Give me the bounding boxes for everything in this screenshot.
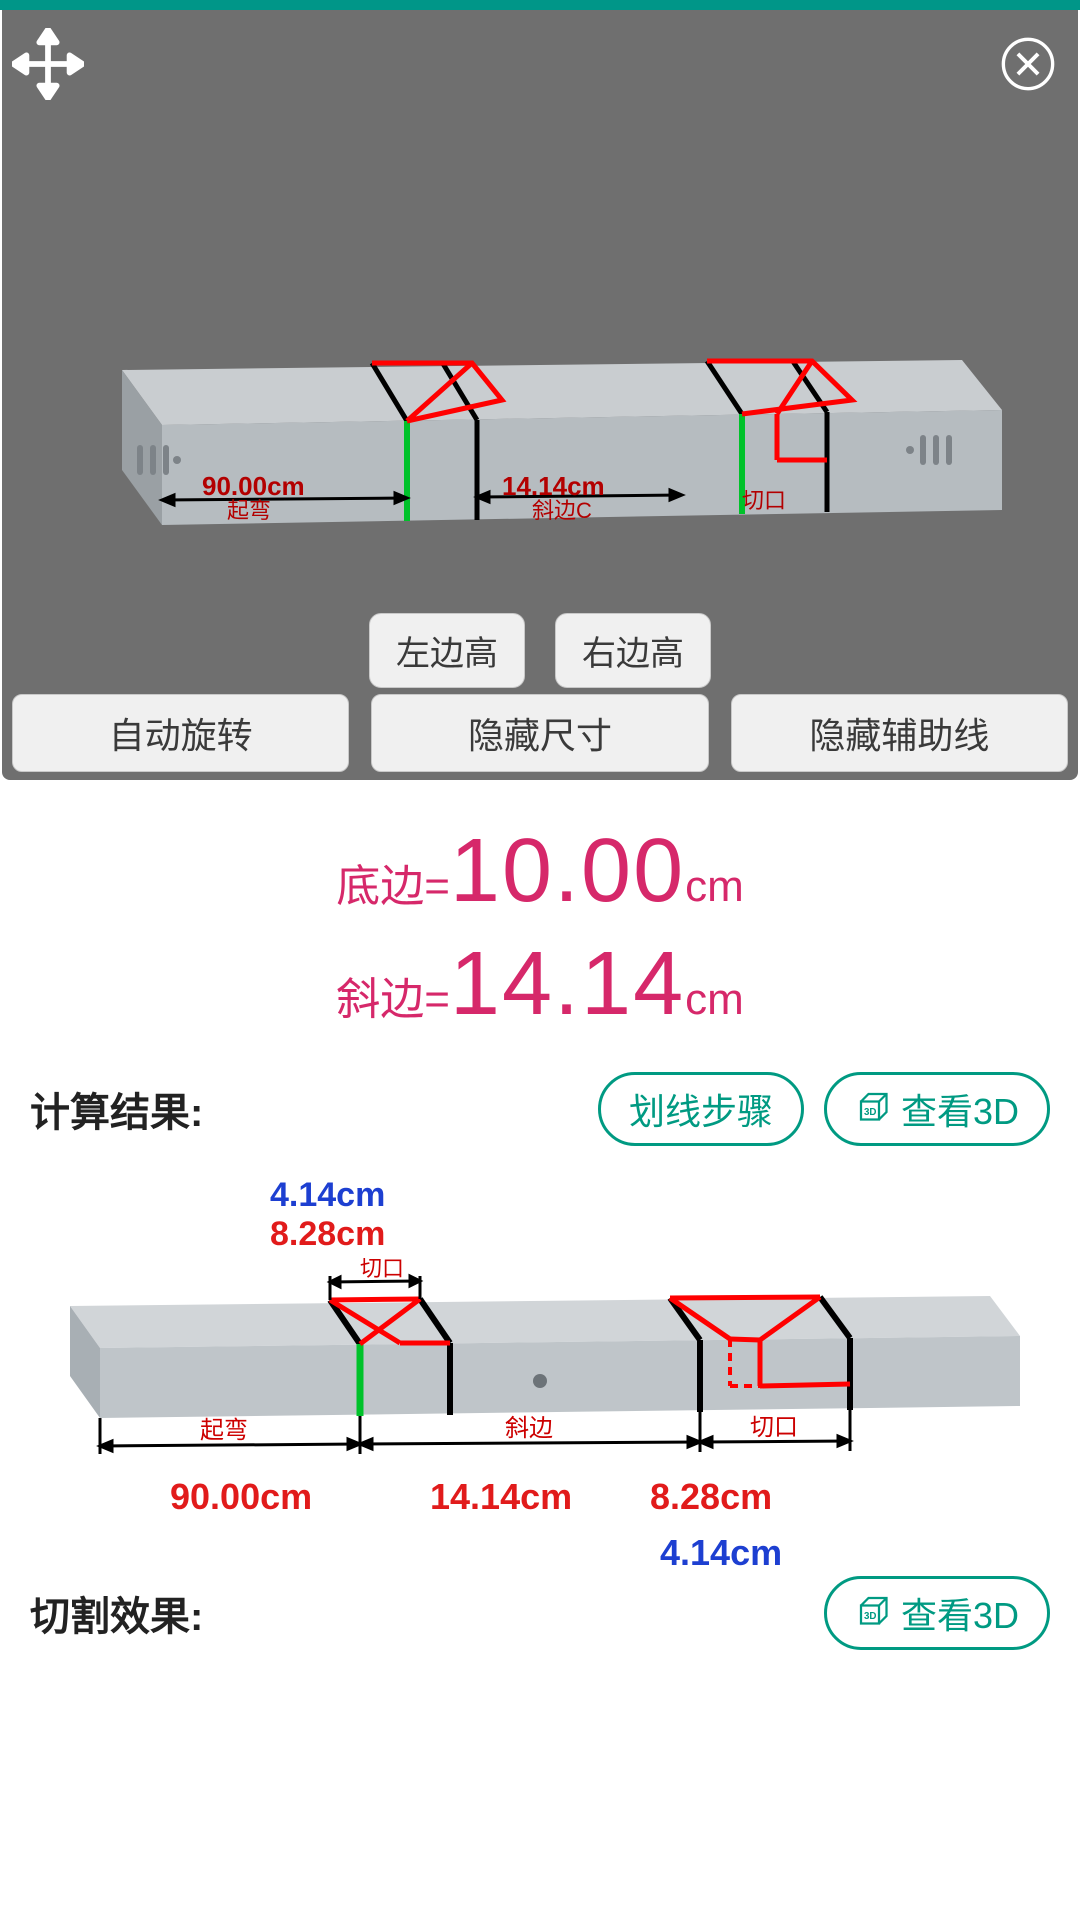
viewer-label-hyp: 斜边C — [532, 498, 592, 523]
result-bottom-value: 10.00 — [450, 820, 685, 923]
result-bottom-label: 底边= — [336, 850, 450, 914]
cube-3d-icon: 3D — [855, 1091, 891, 1127]
results-area: 底边= 10.00 cm 斜边= 14.14 cm 计算结果: 划线步骤 3D — [0, 780, 1080, 1556]
svg-text:3D: 3D — [864, 1107, 876, 1118]
view3d-chip-2-label: 查看3D — [901, 1587, 1019, 1639]
height-toggle-row: 左边高 右边高 — [2, 613, 1078, 688]
viewer-dim-start: 90.00cm — [202, 471, 305, 501]
view3d-chip-2[interactable]: 3D 查看3D — [824, 1576, 1050, 1650]
dim-b: 14.14cm — [430, 1476, 572, 1518]
cube-3d-icon: 3D — [855, 1595, 891, 1631]
calc-diagram: 4.14cm 8.28cm — [30, 1176, 1050, 1556]
result-unit-2: cm — [685, 975, 744, 1025]
dim-c: 8.28cm — [650, 1476, 772, 1518]
calc-result-header: 计算结果: 划线步骤 3D 查看3D — [30, 1072, 1050, 1146]
calc-result-title: 计算结果: — [30, 1080, 203, 1138]
status-bar — [0, 0, 1080, 10]
viewer-3d-model[interactable]: 90.00cm 起弯 14.14cm 斜边C 切口 — [2, 100, 1078, 610]
hide-guides-button[interactable]: 隐藏辅助线 — [731, 694, 1068, 772]
viewer-label-start: 起弯 — [227, 498, 271, 523]
result-hyp-value: 14.14 — [450, 933, 685, 1036]
diagram-cut-label-top: 切口 — [360, 1256, 404, 1281]
close-icon[interactable] — [1000, 36, 1056, 92]
auto-rotate-button[interactable]: 自动旋转 — [12, 694, 349, 772]
result-bottom-edge: 底边= 10.00 cm — [30, 820, 1050, 923]
viewer-controls-row: 自动旋转 隐藏尺寸 隐藏辅助线 — [12, 694, 1068, 772]
diagram-label-hyp: 斜边 — [505, 1415, 553, 1442]
viewer-label-cut: 切口 — [742, 488, 786, 513]
view3d-chip[interactable]: 3D 查看3D — [824, 1072, 1050, 1146]
diagram-top-blue: 4.14cm — [270, 1176, 385, 1215]
cut-effect-header: 切割效果: 3D 查看3D — [0, 1576, 1080, 1650]
dim-d: 4.14cm — [660, 1532, 782, 1574]
result-hypotenuse: 斜边= 14.14 cm — [30, 933, 1050, 1036]
steps-chip[interactable]: 划线步骤 — [598, 1072, 804, 1146]
left-high-button[interactable]: 左边高 — [369, 613, 525, 688]
viewer-3d-panel: 90.00cm 起弯 14.14cm 斜边C 切口 左边高 右边高 自动旋转 隐… — [2, 10, 1078, 780]
dim-a: 90.00cm — [170, 1476, 312, 1518]
cut-effect-title: 切割效果: — [30, 1584, 203, 1642]
result-hyp-label: 斜边= — [336, 963, 450, 1027]
move-icon[interactable] — [12, 28, 84, 100]
calc-chip-row: 划线步骤 3D 查看3D — [598, 1072, 1050, 1146]
steps-chip-label: 划线步骤 — [629, 1083, 773, 1135]
calc-diagram-svg: 切口 起弯 斜边 切口 — [30, 1236, 1050, 1516]
diagram-label-cut: 切口 — [750, 1414, 798, 1441]
viewer-dim-hyp: 14.14cm — [502, 471, 605, 501]
view3d-chip-label: 查看3D — [901, 1083, 1019, 1135]
result-unit: cm — [685, 862, 744, 912]
hide-dims-button[interactable]: 隐藏尺寸 — [371, 694, 708, 772]
svg-text:3D: 3D — [864, 1611, 876, 1622]
diagram-label-start: 起弯 — [200, 1417, 248, 1444]
right-high-button[interactable]: 右边高 — [555, 613, 711, 688]
